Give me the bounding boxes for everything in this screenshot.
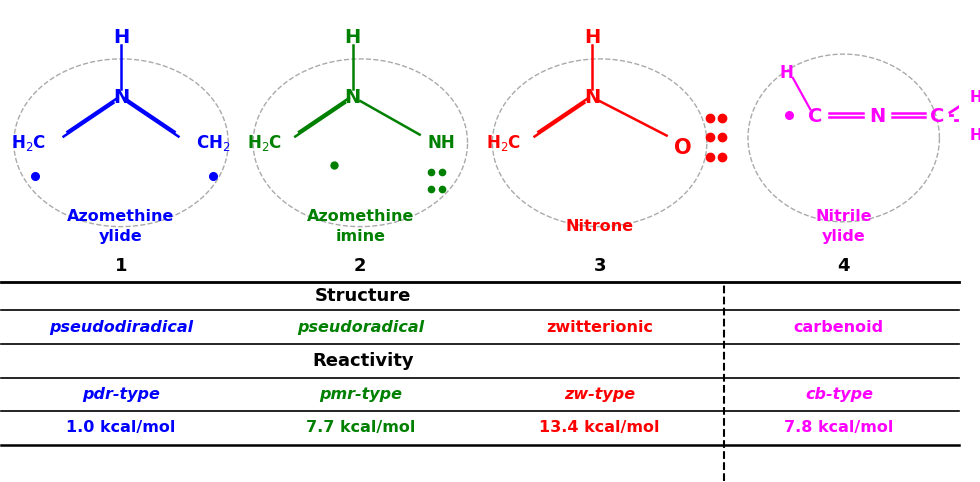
Text: Azomethine
ylide: Azomethine ylide	[68, 209, 174, 244]
Text: H$_2$C: H$_2$C	[11, 133, 46, 153]
Text: 7.7 kcal/mol: 7.7 kcal/mol	[306, 420, 415, 435]
Text: H: H	[113, 28, 129, 47]
Text: Nitrone: Nitrone	[565, 219, 634, 234]
Text: N: N	[584, 88, 600, 107]
Text: H: H	[969, 90, 980, 105]
Text: 1: 1	[115, 257, 127, 275]
Text: pseudodiradical: pseudodiradical	[49, 320, 193, 335]
Text: 1.0 kcal/mol: 1.0 kcal/mol	[67, 420, 175, 435]
Text: cb-type: cb-type	[805, 387, 873, 402]
Text: NH: NH	[427, 134, 455, 152]
Text: Structure: Structure	[315, 287, 411, 305]
Text: N: N	[345, 88, 361, 107]
Text: N: N	[113, 88, 129, 107]
Text: 4: 4	[838, 257, 850, 275]
Text: Azomethine
imine: Azomethine imine	[307, 209, 414, 244]
Text: H: H	[969, 128, 980, 143]
Text: H: H	[345, 28, 361, 47]
Text: CH$_2$: CH$_2$	[196, 133, 230, 153]
Text: O: O	[674, 137, 692, 158]
Text: zwitterionic: zwitterionic	[546, 320, 653, 335]
Text: H: H	[779, 64, 793, 82]
Text: pseudoradical: pseudoradical	[297, 320, 424, 335]
Text: 13.4 kcal/mol: 13.4 kcal/mol	[539, 420, 660, 435]
Text: N: N	[869, 107, 885, 126]
Text: C: C	[808, 107, 822, 126]
Text: Nitrile
ylide: Nitrile ylide	[815, 209, 872, 244]
Text: pdr-type: pdr-type	[82, 387, 160, 402]
Text: pmr-type: pmr-type	[318, 387, 402, 402]
Text: H$_2$C: H$_2$C	[486, 133, 521, 153]
Text: H$_2$C: H$_2$C	[247, 133, 282, 153]
Text: 3: 3	[593, 257, 606, 275]
Text: Reactivity: Reactivity	[312, 352, 414, 370]
Text: 2: 2	[354, 257, 367, 275]
Text: C: C	[930, 107, 945, 126]
Text: zw-type: zw-type	[564, 387, 635, 402]
Text: 7.8 kcal/mol: 7.8 kcal/mol	[784, 420, 894, 435]
Text: carbenoid: carbenoid	[794, 320, 884, 335]
Text: H: H	[584, 28, 600, 47]
